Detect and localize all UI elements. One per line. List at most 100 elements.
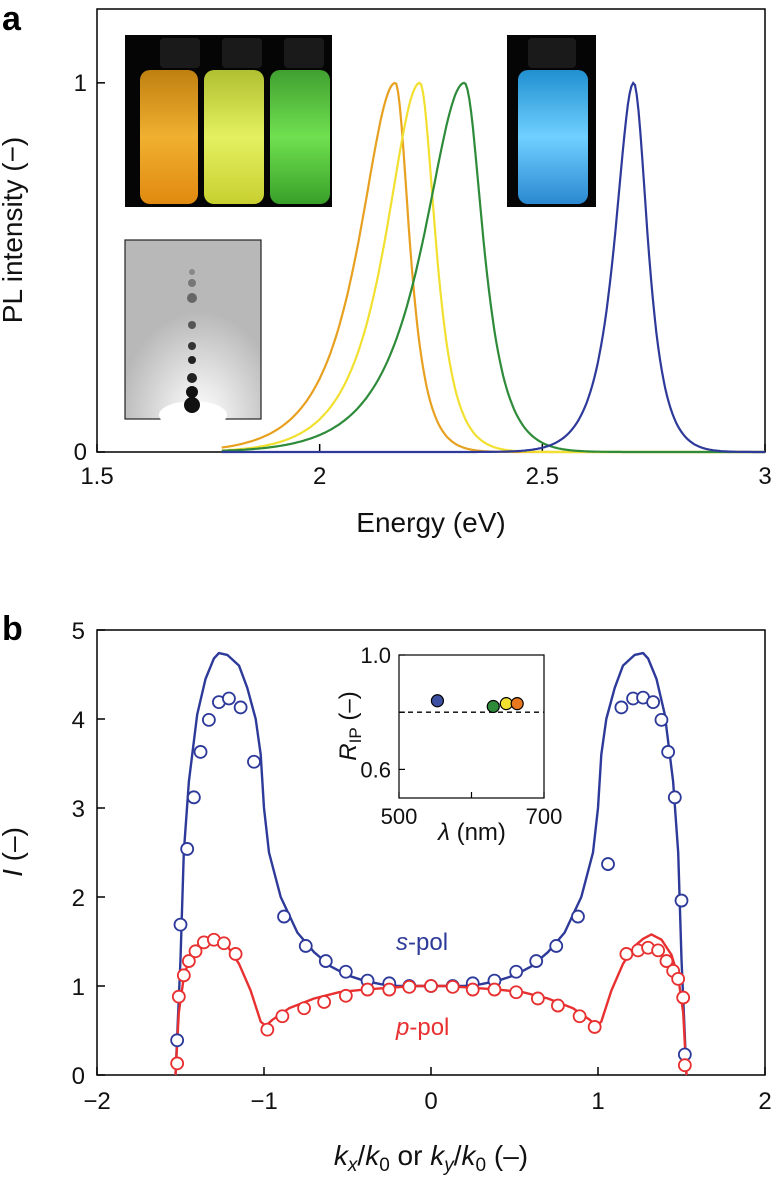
panel-b-xlabel: kx/k0 or ky/k0 (–) [334, 1140, 528, 1176]
data-point-s-pol [186, 790, 201, 805]
panel-a-xtick-label: 2 [313, 463, 326, 490]
panel-b-ytick-label: 0 [72, 1063, 85, 1090]
data-point-s-pol [201, 712, 216, 727]
panel-a-xlabel: Energy (eV) [356, 507, 505, 538]
data-point-s-pol [661, 745, 676, 759]
data-point-s-pol [222, 691, 236, 706]
data-point-s-pol [247, 754, 261, 769]
s-pol-label: s-pol [396, 929, 448, 956]
data-point-p-pol [530, 991, 545, 1006]
rip-inset-ylabel: RIP (–) [335, 691, 365, 760]
rip-inset: 500 700 0.6 1.0 λ (nm) RIP (–) [335, 643, 562, 846]
data-point-s-pol [298, 939, 313, 953]
data-point-p-pol [465, 982, 480, 997]
data-point-p-pol [424, 979, 438, 993]
diffraction-inset [124, 239, 262, 429]
data-point-p-pol [487, 982, 502, 997]
data-point-p-pol [260, 1022, 275, 1037]
rip-inset-xtick-label: 700 [526, 804, 563, 829]
blue-vial-photo-inset [507, 35, 596, 207]
data-point-p-pol [176, 968, 191, 983]
data-point-s-pol [170, 1033, 185, 1048]
rip-inset-frame [398, 654, 545, 799]
data-point-s-pol [180, 842, 195, 856]
data-point-s-pol [529, 954, 544, 968]
data-point-p-pol [659, 954, 674, 968]
data-point-p-pol [360, 982, 375, 997]
panel-a-ylabel: PL intensity (−) [0, 137, 28, 323]
data-point-s-pol [509, 964, 524, 979]
data-point-p-pol [509, 985, 524, 1000]
panel-a-ytick-label: 1 [74, 70, 87, 97]
p-pol-label: p-pol [395, 1014, 449, 1041]
data-point-p-pol [317, 995, 332, 1009]
data-point-s-pol [646, 695, 661, 709]
data-point-s-pol [667, 790, 682, 805]
data-point-p-pol [171, 989, 186, 1004]
data-point-s-pol [338, 964, 353, 979]
data-point-s-pol [233, 700, 248, 715]
panel-b-ytick-label: 1 [72, 974, 85, 1001]
data-point-s-pol [277, 909, 291, 924]
data-point-p-pol [402, 979, 417, 994]
rip-inset-ytick-label: 0.6 [360, 757, 391, 782]
data-point-p-pol [338, 988, 353, 1003]
rip-inset-xlabel: λ (nm) [436, 819, 506, 846]
yellow-vial [204, 70, 264, 204]
data-point-p-pol [651, 943, 666, 958]
green-vial [270, 70, 330, 204]
panel-label-b: b [2, 610, 23, 648]
panel-a-ytick-label: 0 [74, 439, 87, 466]
rip-inset-xtick-label: 500 [381, 804, 418, 829]
panel-b-xtick-label: 0 [424, 1088, 437, 1115]
data-point-s-pol [674, 893, 689, 908]
rip-point [499, 697, 513, 711]
data-point-s-pol [318, 954, 333, 968]
data-point-p-pol [676, 990, 691, 1005]
panel-b-xtick-label: −1 [250, 1088, 277, 1115]
data-point-p-pol [445, 979, 460, 994]
data-point-s-pol [654, 712, 669, 727]
data-point-s-pol [601, 857, 615, 871]
data-point-s-pol [571, 909, 585, 924]
data-point-s-pol [549, 939, 564, 953]
data-point-s-pol [173, 917, 188, 932]
panel-b-ytick-label: 4 [72, 707, 85, 734]
panel-b-ytick-label: 5 [72, 618, 85, 645]
data-point-p-pol [188, 944, 203, 959]
data-point-p-pol [228, 947, 243, 961]
data-point-p-pol [619, 947, 634, 961]
panel-b-xtick-label: 2 [758, 1088, 771, 1115]
orange-vial [140, 70, 198, 204]
data-point-p-pol [551, 998, 565, 1013]
data-point-s-pol [193, 745, 208, 759]
panel-b-ytick-label: 2 [72, 885, 85, 912]
rip-point [430, 694, 445, 708]
blue-vial [518, 70, 588, 204]
panel-b-xtick-label: 1 [591, 1088, 604, 1115]
panel-b-plot: −2 −1 0 1 2 0 1 2 3 4 5 s-pol p-pol 500 700 0.6 1.0 λ… [0, 618, 772, 1176]
panel-a-plot: 1.5 2 2.5 3 0 1 [0, 8, 772, 538]
data-point-p-pol [181, 954, 196, 968]
data-point-p-pol [217, 936, 231, 951]
data-point-p-pol [677, 1058, 692, 1073]
rip-point [486, 699, 500, 714]
data-point-p-pol [671, 971, 686, 986]
panel-a-xtick-label: 3 [758, 463, 771, 490]
rip-inset-ytick-label: 1.0 [360, 643, 391, 668]
data-point-p-pol [170, 1056, 185, 1071]
data-point-p-pol [587, 1020, 602, 1034]
panel-label-a: a [2, 0, 22, 38]
pl-curve-green [221, 81, 765, 454]
data-point-p-pol [382, 982, 397, 997]
rip-point [510, 697, 524, 711]
data-point-p-pol [297, 1001, 311, 1016]
panel-a-xtick-label: 2.5 [526, 463, 559, 490]
vials-photo-inset [125, 35, 332, 207]
panel-b-ylabel: I (–) [0, 827, 28, 877]
panel-a-xtick-label: 1.5 [80, 463, 113, 490]
data-point-p-pol [275, 1009, 290, 1024]
data-point-s-pol [614, 700, 629, 715]
data-point-p-pol [572, 1009, 587, 1024]
